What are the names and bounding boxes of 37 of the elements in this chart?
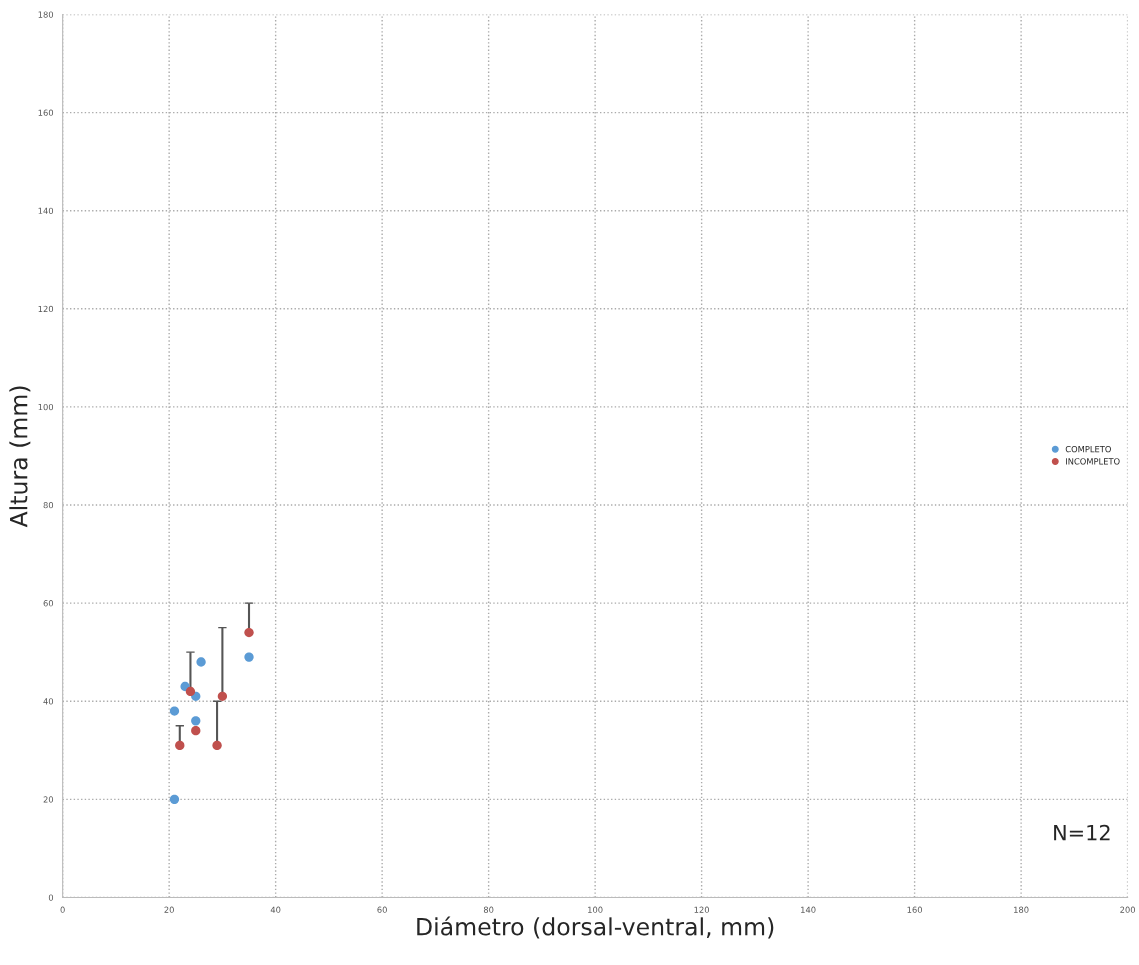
x-tick-label: 100 bbox=[588, 906, 603, 913]
x-tick-label: 0 bbox=[60, 906, 65, 913]
y-tick-label: 100 bbox=[38, 403, 54, 411]
y-tick-label: 60 bbox=[43, 600, 54, 607]
point bbox=[191, 716, 201, 726]
point bbox=[196, 657, 206, 667]
x-tick-label: 200 bbox=[1120, 906, 1136, 913]
y-tick-label: 160 bbox=[38, 109, 54, 116]
y-axis-title: Altura (mm) bbox=[9, 386, 31, 528]
point bbox=[217, 691, 228, 701]
point bbox=[169, 794, 180, 804]
y-tick-label: 140 bbox=[38, 207, 54, 214]
point bbox=[185, 686, 196, 697]
point bbox=[244, 627, 254, 638]
y-tick-label: 0 bbox=[48, 894, 54, 901]
y-tick-label: 20 bbox=[43, 796, 54, 803]
x-tick-label: 60 bbox=[377, 906, 387, 913]
legend-label: COMPLETO bbox=[1065, 445, 1111, 453]
y-tick-label: 80 bbox=[43, 502, 54, 509]
point bbox=[169, 706, 180, 716]
x-axis-title: Diámetro (dorsal-ventral, mm) bbox=[417, 916, 774, 939]
y-tick-label: 40 bbox=[43, 698, 54, 705]
x-tick-label: 180 bbox=[1014, 906, 1029, 913]
point bbox=[191, 726, 201, 736]
x-tick-label: 160 bbox=[907, 906, 923, 913]
x-tick-label: 120 bbox=[694, 906, 710, 913]
legend-label: INCOMPLETO bbox=[1066, 458, 1120, 465]
x-tick-label: 20 bbox=[164, 906, 174, 913]
x-tick-label: 40 bbox=[270, 906, 281, 913]
y-tick-label: 120 bbox=[38, 305, 54, 313]
y-tick-label: 180 bbox=[38, 11, 54, 18]
point bbox=[212, 740, 222, 751]
point bbox=[244, 652, 254, 662]
x-tick-label: 140 bbox=[801, 906, 816, 913]
annotation: N=12 bbox=[1054, 824, 1110, 841]
x-tick-label: 80 bbox=[483, 906, 494, 913]
point bbox=[175, 740, 185, 751]
